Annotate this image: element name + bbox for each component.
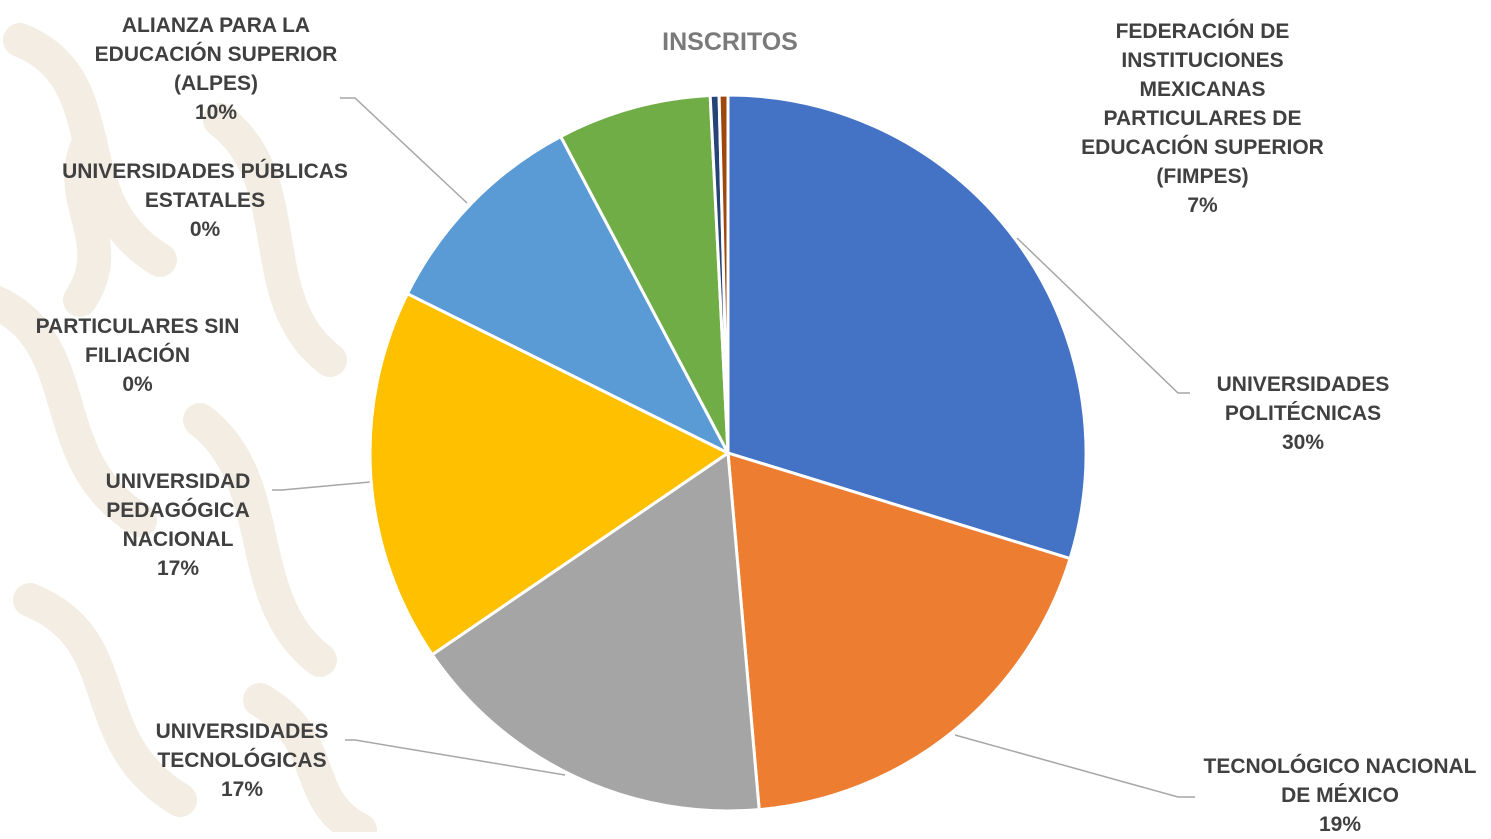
pie-slice-7 [717, 93, 730, 455]
leader-lines [272, 97, 1195, 798]
label-tecnologico-name: TECNOLÓGICO NACIONAL DE MÉXICO [1203, 755, 1477, 807]
pie-slice-2 [430, 451, 761, 813]
label-politecnicas-name: UNIVERSIDADES POLITÉCNICAS [1216, 373, 1390, 425]
label-fimpes-pct: 7% [1187, 194, 1218, 217]
label-sin-filiacion: PARTICULARES SIN FILIACIÓN 0% [5, 312, 270, 399]
pie-slice-3 [368, 292, 730, 657]
label-pedagogica-pct: 17% [156, 557, 200, 580]
label-pedagogica: UNIVERSIDAD PEDAGÓGICA NACIONAL 17% [78, 467, 278, 583]
label-tecnologicas: UNIVERSIDADES TECNOLÓGICAS 17% [126, 717, 358, 804]
label-publicas-estatales-pct: 0% [189, 218, 221, 241]
leader-line-tecnologico [954, 734, 1195, 798]
label-politecnicas: UNIVERSIDADES POLITÉCNICAS 30% [1168, 370, 1438, 457]
label-publicas-estatales-name: UNIVERSIDADES PÚBLICAS ESTATALES [62, 160, 348, 212]
leader-line-politecnicas [1016, 237, 1190, 394]
leader-line-alpes [340, 97, 468, 204]
label-sin-filiacion-name: PARTICULARES SIN FILIACIÓN [35, 315, 240, 367]
label-alpes-pct: 10% [194, 101, 238, 124]
pie-slice-5 [559, 93, 730, 455]
pie-slice-4 [405, 134, 730, 455]
label-fimpes: FEDERACIÓN DE INSTITUCIONES MEXICANAS PA… [1070, 17, 1335, 220]
label-sin-filiacion-pct: 0% [122, 373, 153, 396]
chart-title: INSCRITOS [662, 28, 798, 56]
label-alpes-name: ALIANZA PARA LA EDUCACIÓN SUPERIOR (ALPE… [94, 14, 338, 95]
label-publicas-estatales: UNIVERSIDADES PÚBLICAS ESTATALES 0% [60, 157, 350, 244]
label-alpes: ALIANZA PARA LA EDUCACIÓN SUPERIOR (ALPE… [90, 11, 342, 127]
pie-slice-0 [726, 93, 1088, 561]
pie-slices [368, 93, 1088, 813]
label-tecnologico: TECNOLÓGICO NACIONAL DE MÉXICO 19% [1190, 752, 1490, 839]
label-pedagogica-name: UNIVERSIDAD PEDAGÓGICA NACIONAL [105, 470, 251, 551]
label-tecnologicas-pct: 17% [220, 778, 264, 801]
leader-line-tecnologicas [345, 739, 566, 776]
label-politecnicas-pct: 30% [1281, 431, 1325, 454]
leader-line-pedagogica [272, 481, 371, 491]
label-fimpes-name: FEDERACIÓN DE INSTITUCIONES MEXICANAS PA… [1081, 20, 1324, 188]
label-tecnologicas-name: UNIVERSIDADES TECNOLÓGICAS [155, 720, 329, 772]
pie-slice-1 [726, 451, 1072, 812]
label-tecnologico-pct: 19% [1318, 813, 1362, 836]
